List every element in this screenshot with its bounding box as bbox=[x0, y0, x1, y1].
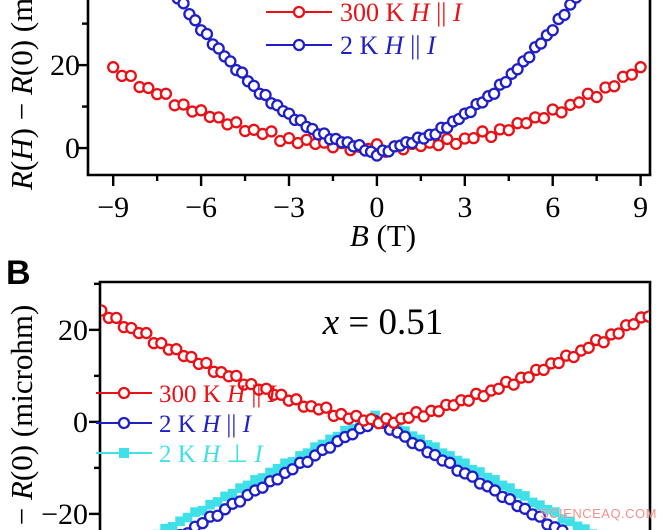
panel-b-chart: −20 0 20 R(H) − R(0) (microhm) x = 0.51 2 K H… bbox=[4, 280, 652, 530]
legend-label: 300 K H || I bbox=[340, 0, 463, 27]
y-axis-title: R(H) − R(0) (microhm) bbox=[4, 305, 39, 530]
x-tick-label: −3 bbox=[273, 191, 305, 224]
legend: 300 K H || I 2 K H || I bbox=[266, 0, 463, 60]
panel-a-chart: −9 −6 −3 0 3 6 9 0 20 B (T) R(H) − R(0) (microhm) 3… bbox=[4, 0, 652, 253]
y-tick-label: 20 bbox=[58, 314, 88, 347]
legend-circle-marker bbox=[292, 38, 306, 52]
legend-item-2-k-h-i: 2 K H ⊥ I bbox=[96, 441, 264, 468]
x-tick-label: 6 bbox=[545, 191, 560, 224]
x-tick-label: −9 bbox=[97, 191, 129, 224]
y-tick-label: 0 bbox=[65, 132, 80, 165]
legend-item-300-k-h-i: 300 K H || I bbox=[96, 381, 278, 408]
plot-area bbox=[107, 0, 647, 162]
legend-circle-marker bbox=[292, 5, 306, 19]
legend-label: 2 K H ⊥ I bbox=[159, 441, 264, 468]
legend-circle-marker bbox=[117, 416, 131, 430]
tick-labels: −9 −6 −3 0 3 6 9 0 20 bbox=[50, 49, 648, 224]
series-2-k-h-i bbox=[152, 410, 598, 530]
legend: 2 K H ⊥ I 2 K H || I 300 K H || I bbox=[96, 381, 278, 468]
watermark-text: SCIENCEAQ.COM bbox=[539, 506, 657, 521]
axes bbox=[98, 280, 652, 530]
tick-marks bbox=[89, 282, 100, 516]
y-tick-label: 20 bbox=[50, 49, 80, 82]
series-300-k-h-i bbox=[101, 304, 649, 430]
x-tick-label: 9 bbox=[633, 191, 648, 224]
tick-marks bbox=[77, 22, 642, 186]
tick-labels: −20 0 20 bbox=[41, 314, 88, 530]
series-2-k-h-i bbox=[171, 0, 582, 162]
legend-item-2-k-h-i: 2 K H || I bbox=[96, 411, 253, 438]
legend-label: 2 K H || I bbox=[340, 31, 437, 60]
plot-area bbox=[101, 304, 649, 530]
axes bbox=[86, 0, 652, 177]
legend-item-300-k-h-i: 300 K H || I bbox=[266, 0, 463, 27]
legend-label: 300 K H || I bbox=[159, 381, 278, 408]
x-tick-label: 3 bbox=[457, 191, 472, 224]
annotation-x-value: x = 0.51 bbox=[322, 302, 444, 343]
y-tick-label: 0 bbox=[73, 406, 88, 439]
y-tick-label: −20 bbox=[41, 498, 88, 530]
series-300-k-h-i bbox=[107, 61, 647, 158]
legend-circle-marker bbox=[117, 386, 131, 400]
legend-label: 2 K H || I bbox=[159, 411, 253, 438]
y-axis-title: R(H) − R(0) (microhm) bbox=[4, 0, 39, 191]
x-axis-title: B (T) bbox=[350, 218, 416, 253]
legend-item-2-k-h-i: 2 K H || I bbox=[266, 31, 437, 60]
panel-b-letter: B bbox=[6, 254, 31, 292]
x-tick-label: 0 bbox=[369, 191, 384, 224]
legend-square-marker bbox=[119, 448, 129, 458]
x-tick-label: −6 bbox=[185, 191, 217, 224]
